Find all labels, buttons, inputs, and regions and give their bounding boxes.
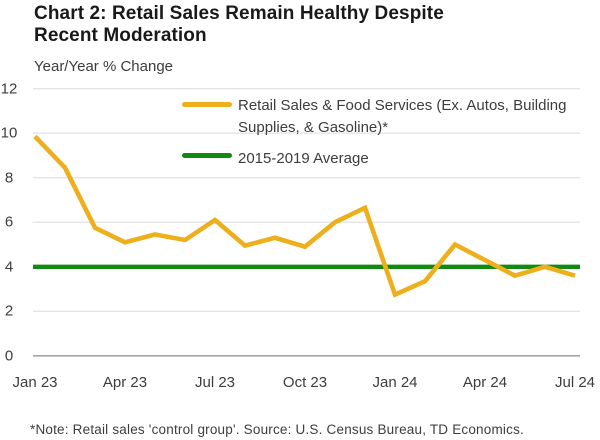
x-tick-label-apr-24: Apr 24 [462,374,508,391]
retail-series-line [33,134,576,298]
chart-title: Chart 2: Retail Sales Remain Healthy Des… [34,3,544,46]
y-tick-label-6: 6 [4,213,14,231]
average-series-legend-label: 2015-2019 Average [238,150,369,167]
retail-series-legend-label: Retail Sales & Food Services (Ex. Autos,… [238,95,567,139]
x-tick-label-jan-23: Jan 23 [12,374,58,391]
x-tick-label-oct-23: Oct 23 [282,374,328,391]
x-tick-label-jul-24: Jul 24 [554,374,596,391]
y-axis-units-label: Year/Year % Change [34,58,173,75]
retail-series-legend-swatch [182,102,232,107]
y-tick-label-4: 4 [4,258,14,276]
retail-legend-line1: Retail Sales & Food Services (Ex. Autos,… [238,97,567,114]
y-tick-label-2: 2 [4,302,14,320]
y-tick-label-0: 0 [4,347,14,365]
x-tick-label-jul-23: Jul 23 [194,374,236,391]
x-tick-label-jan-24: Jan 24 [372,374,418,391]
average-series-legend-swatch [182,153,232,158]
y-tick-label-8: 8 [4,169,14,187]
chart-title-line1: Chart 2: Retail Sales Remain Healthy Des… [34,3,444,24]
y-tick-label-10: 10 [0,124,18,142]
retail-legend-line2: Supplies, & Gasoline)* [238,119,389,136]
y-tick-label-12: 12 [0,80,18,98]
x-tick-label-apr-23: Apr 23 [102,374,148,391]
chart-title-line2: Recent Moderation [34,24,207,46]
footnote: *Note: Retail sales 'control group'. Sou… [30,422,524,437]
